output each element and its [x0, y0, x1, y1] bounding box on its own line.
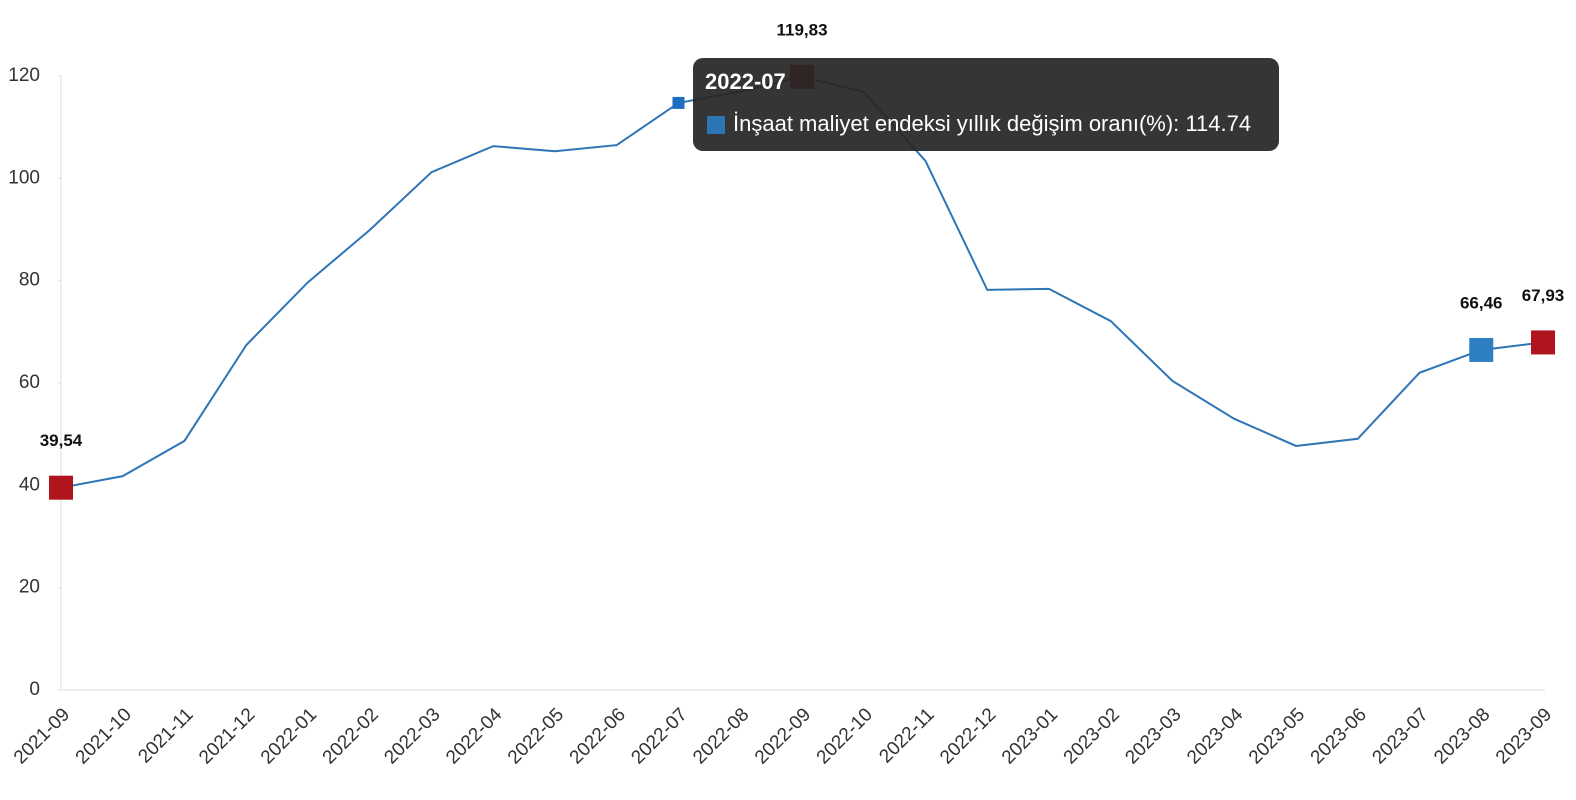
- x-tick-label: 2022-10: [813, 704, 877, 768]
- y-tick-label: 20: [19, 577, 40, 598]
- x-tick-label: 2022-04: [442, 704, 506, 768]
- x-tick-label: 2023-09: [1492, 704, 1556, 768]
- x-tick-label: 2022-01: [257, 704, 321, 768]
- value-label: 119,83: [776, 20, 827, 39]
- x-tick-label: 2023-01: [998, 704, 1062, 768]
- tooltip-box: [693, 58, 1279, 151]
- x-tick-label: 2022-06: [566, 704, 630, 768]
- x-tick-label: 2023-02: [1060, 704, 1124, 768]
- y-tick-label: 120: [8, 65, 40, 86]
- tooltip-text: İnşaat maliyet endeksi yıllık değişim or…: [733, 111, 1251, 136]
- y-tick-label: 80: [19, 270, 40, 291]
- y-tick-label: 100: [8, 167, 40, 188]
- x-tick-label: 2021-10: [72, 704, 136, 768]
- x-tick-label: 2023-06: [1307, 704, 1371, 768]
- x-tick-label: 2022-11: [875, 704, 938, 767]
- y-tick-label: 40: [19, 474, 40, 495]
- tooltip: 2022-07 İnşaat maliyet endeksi yıllık değ…: [693, 58, 1279, 151]
- tooltip-title: 2022-07: [705, 69, 786, 94]
- x-tick-label: 2023-04: [1183, 704, 1247, 768]
- x-tick-label: 2023-08: [1430, 704, 1494, 768]
- point-marker: [672, 96, 685, 109]
- point-marker: [1531, 330, 1555, 355]
- x-tick-label: 2023-07: [1368, 704, 1432, 768]
- tooltip-sep: :: [1173, 111, 1185, 136]
- x-tick-label: 2021-11: [134, 704, 197, 767]
- x-tick-label: 2022-03: [380, 704, 444, 768]
- y-tick-label: 60: [19, 372, 40, 393]
- x-tick-label: 2021-09: [10, 704, 74, 768]
- x-tick-label: 2022-02: [319, 704, 383, 768]
- x-tick-label: 2022-07: [627, 704, 691, 768]
- tooltip-value: 114.74: [1185, 111, 1251, 136]
- x-tick-label: 2022-08: [689, 704, 753, 768]
- point-marker: [1469, 337, 1494, 362]
- y-tick-label: 0: [29, 679, 40, 700]
- x-tick-label: 2022-05: [504, 704, 568, 768]
- value-label: 67,93: [1522, 286, 1565, 305]
- x-tick-label: 2021-12: [195, 704, 259, 768]
- x-tick-label: 2023-03: [1121, 704, 1185, 768]
- tooltip-swatch: [707, 116, 725, 134]
- value-label: 39,54: [40, 431, 83, 450]
- value-label: 66,46: [1460, 293, 1503, 312]
- x-tick-label: 2023-05: [1245, 704, 1309, 768]
- point-marker: [49, 475, 73, 500]
- x-tick-label: 2022-12: [936, 704, 1000, 768]
- tooltip-series: İnşaat maliyet endeksi yıllık değişim or…: [733, 111, 1173, 136]
- x-tick-label: 2022-09: [751, 704, 815, 768]
